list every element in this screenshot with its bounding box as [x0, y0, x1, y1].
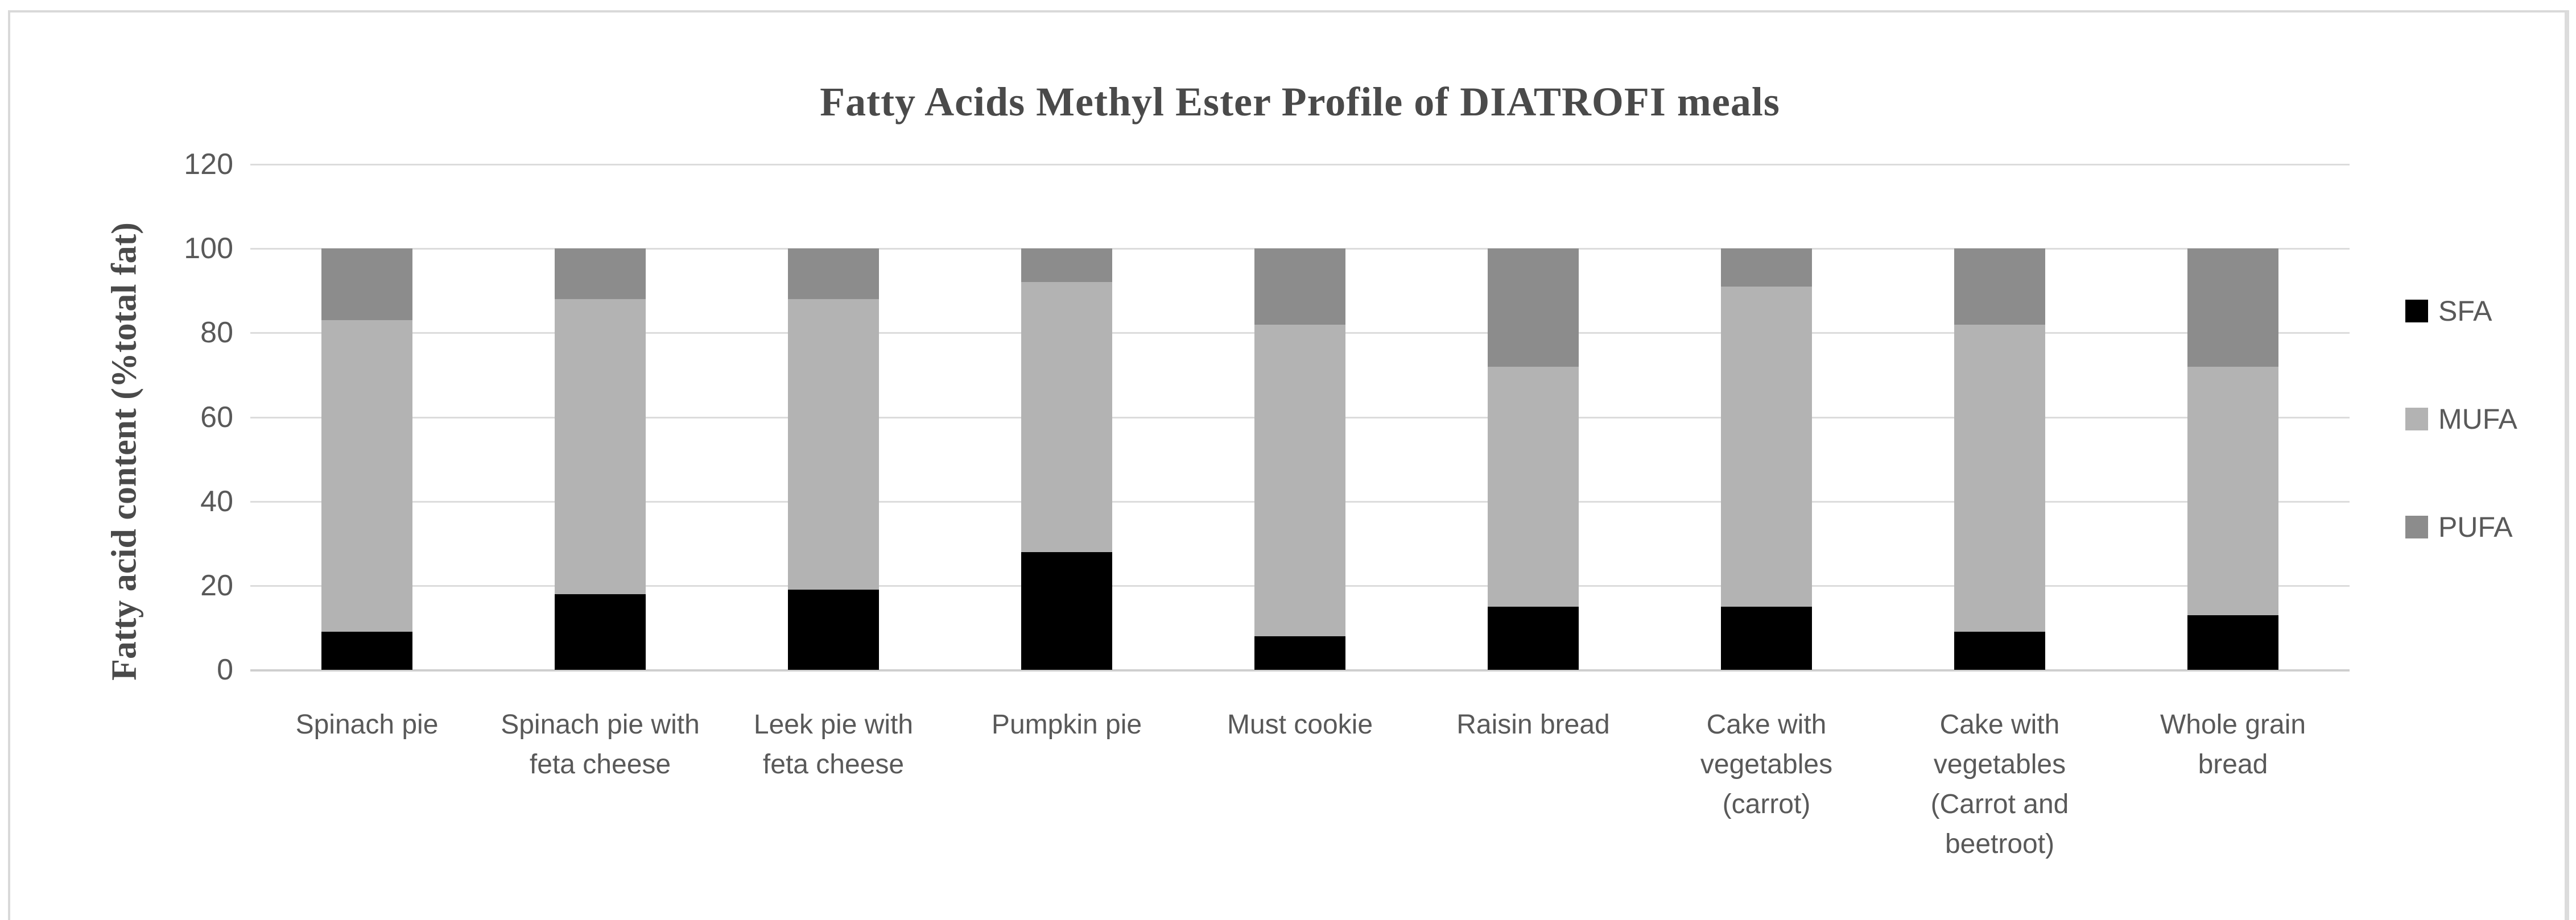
- y-tick-label: 20: [200, 569, 233, 602]
- bar-slot: [950, 164, 1183, 670]
- legend-label: SFA: [2438, 295, 2492, 327]
- y-axis-title: Fatty acid content (%total fat): [105, 222, 144, 681]
- legend-swatch-icon: [2405, 408, 2428, 430]
- bar-segment-mufa: [788, 299, 879, 590]
- bar-segment-pufa: [1254, 248, 1345, 325]
- bar-segment-pufa: [555, 248, 646, 300]
- x-category-label: Pumpkin pie: [991, 710, 1142, 740]
- y-tick-label: 0: [217, 653, 233, 686]
- x-category-label: Raisin bread: [1456, 710, 1610, 740]
- x-category-label: Whole grain bread: [2160, 710, 2306, 780]
- bar-segment-pufa: [1954, 248, 2045, 325]
- bar-slot: [2116, 164, 2350, 670]
- bar-slot: [1417, 164, 1650, 670]
- bar-segment-pufa: [321, 248, 412, 321]
- y-tick-label: 120: [184, 148, 233, 181]
- bar-segment-mufa: [1954, 324, 2045, 632]
- bar-segment-sfa: [1254, 636, 1345, 670]
- bar-segment-mufa: [1254, 324, 1345, 636]
- bar-slot: [1650, 164, 1883, 670]
- bar-segment-sfa: [321, 632, 412, 670]
- bar-slot: [484, 164, 717, 670]
- bar-segment-pufa: [1021, 248, 1112, 283]
- x-category-label: Leek pie with feta cheese: [753, 710, 914, 780]
- chart-title: Fatty Acids Methyl Ester Profile of DIAT…: [820, 79, 1780, 125]
- bar-segment-sfa: [788, 590, 879, 670]
- y-tick-label: 80: [200, 316, 233, 350]
- x-axis-line: [250, 669, 2350, 672]
- bar-segment-sfa: [1954, 632, 2045, 670]
- legend-swatch-icon: [2405, 516, 2428, 538]
- x-category-label: Must cookie: [1227, 710, 1373, 740]
- bar-segment-pufa: [788, 248, 879, 300]
- bar-segment-sfa: [1488, 606, 1579, 670]
- bar-segment-pufa: [1721, 248, 1812, 287]
- legend-label: PUFA: [2438, 511, 2513, 543]
- bar-slot: [1883, 164, 2116, 670]
- bar-segment-mufa: [1488, 366, 1579, 607]
- bar-segment-sfa: [1721, 606, 1812, 670]
- y-tick-label: 40: [200, 484, 233, 518]
- bar-segment-sfa: [555, 594, 646, 670]
- bar-segment-mufa: [2187, 366, 2278, 615]
- x-category-label: Cake with vegetables (carrot): [1700, 710, 1833, 819]
- bar-segment-mufa: [555, 299, 646, 594]
- bar-segment-mufa: [1021, 282, 1112, 552]
- x-category-label: Cake with vegetables (Carrot and beetroo…: [1930, 710, 2069, 859]
- x-category-label: Spinach pie: [295, 710, 439, 740]
- y-tick-label: 60: [200, 400, 233, 434]
- gridline: [250, 164, 2350, 165]
- bar-segment-pufa: [2187, 248, 2278, 367]
- legend: SFA MUFA PUFA: [2405, 295, 2517, 544]
- bar-segment-sfa: [1021, 552, 1112, 670]
- bar-segment-pufa: [1488, 248, 1579, 367]
- legend-entry-mufa: MUFA: [2405, 403, 2517, 436]
- bar-segment-mufa: [1721, 286, 1812, 607]
- legend-label: MUFA: [2438, 403, 2517, 435]
- legend-entry-pufa: PUFA: [2405, 511, 2517, 544]
- plot-area: Spinach pie Spinach pie with feta cheese L…: [250, 164, 2350, 859]
- y-tick-label: 100: [184, 232, 233, 266]
- bar-segment-sfa: [2187, 615, 2278, 670]
- x-category-label: Spinach pie with feta cheese: [501, 710, 700, 780]
- bar-slot: [250, 164, 484, 670]
- legend-entry-sfa: SFA: [2405, 295, 2517, 328]
- bar-slot: [717, 164, 950, 670]
- bar-segment-mufa: [321, 320, 412, 632]
- legend-swatch-icon: [2405, 300, 2428, 322]
- bar-slot: [1183, 164, 1417, 670]
